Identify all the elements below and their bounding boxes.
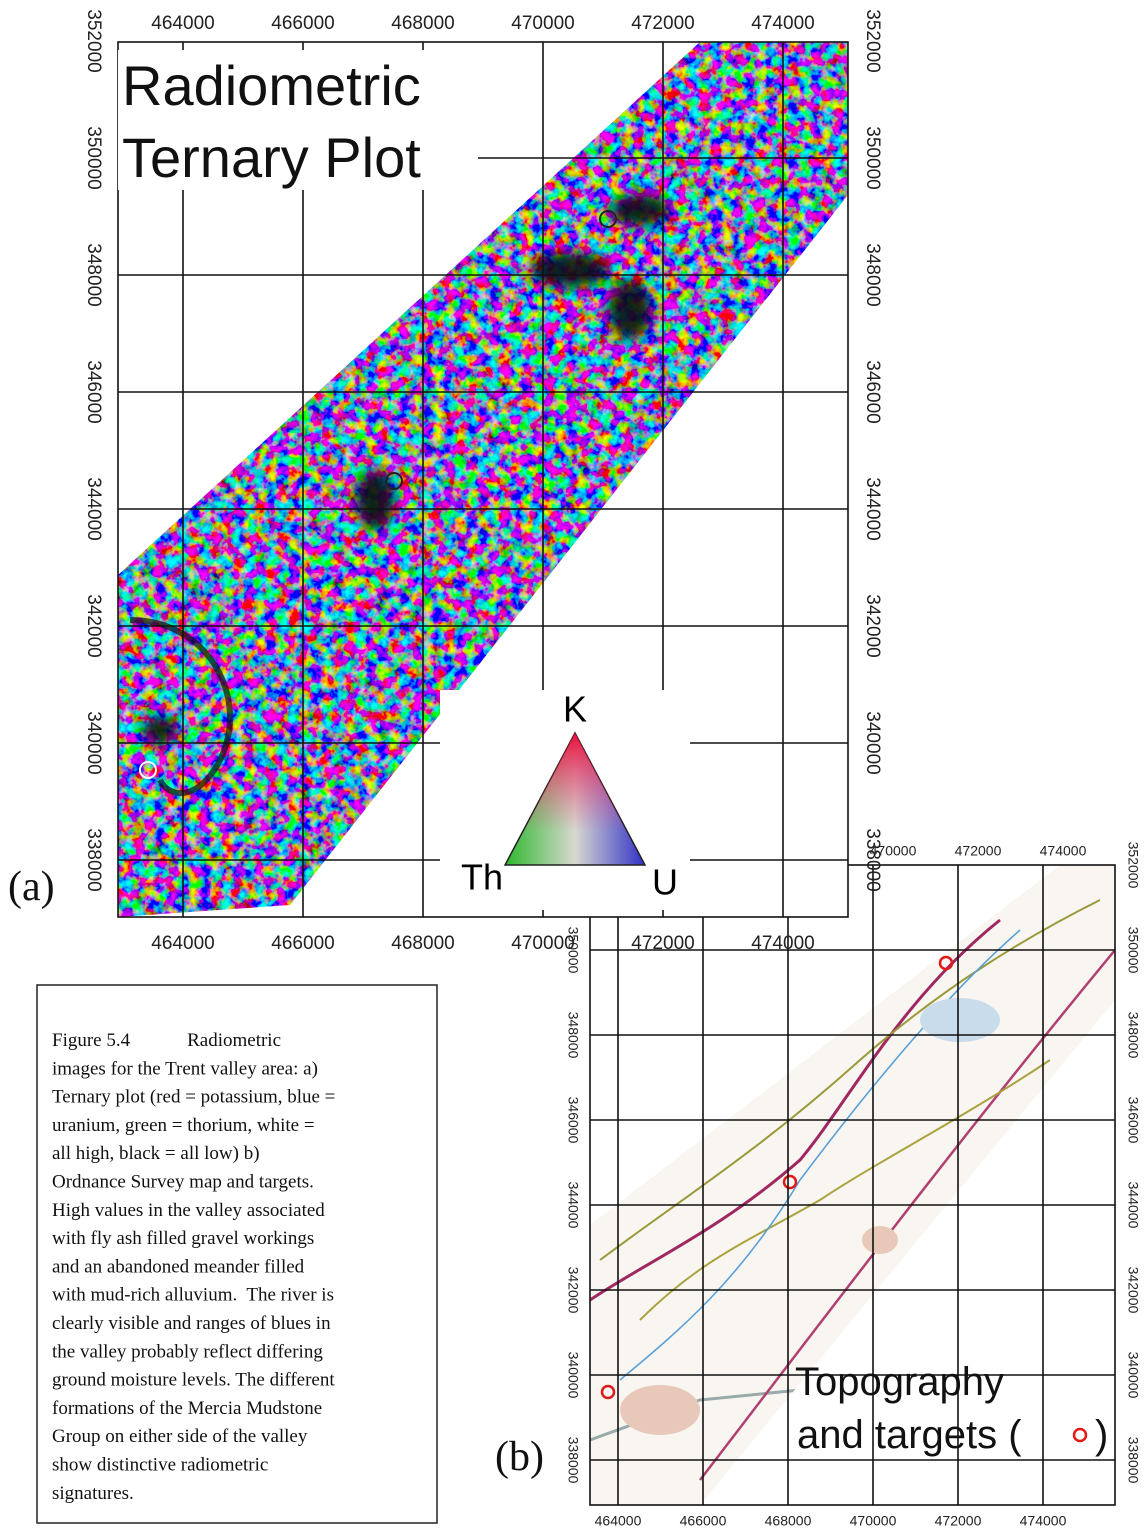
caption-line: uranium, green = thorium, white = (52, 1115, 315, 1136)
panel-label: (a) (8, 864, 55, 910)
x-tick-label: 474000 (1040, 843, 1087, 859)
y-tick-label: 342000 (862, 594, 883, 657)
x-tick-label: 466000 (271, 13, 334, 34)
caption-line: and an abandoned meander filled (52, 1256, 305, 1277)
map-title: Radiometric (122, 54, 421, 117)
x-tick-label: 470000 (511, 933, 574, 954)
x-tick-label: 466000 (271, 933, 334, 954)
y-tick-label: 338000 (862, 828, 883, 891)
y-tick-label: 340000 (1125, 1352, 1141, 1399)
y-tick-label: 348000 (565, 1012, 581, 1059)
x-tick-label: 466000 (680, 1513, 727, 1529)
map-title: and targets ( (797, 1413, 1022, 1457)
y-tick-label: 344000 (1125, 1182, 1141, 1229)
y-tick-label: 338000 (83, 828, 104, 891)
caption-line: Ordnance Survey map and targets. (52, 1172, 314, 1193)
caption-line: ground moisture levels. The different (52, 1370, 335, 1391)
x-tick-label: 470000 (511, 13, 574, 34)
y-tick-label: 344000 (862, 477, 883, 540)
caption-line: formations of the Mercia Mudstone (52, 1398, 322, 1419)
x-tick-label: 474000 (751, 13, 814, 34)
y-tick-label: 342000 (83, 594, 104, 657)
y-tick-label: 352000 (83, 9, 104, 72)
y-tick-label: 338000 (1125, 1437, 1141, 1484)
caption-line: the valley probably reflect differing (52, 1341, 323, 1362)
caption-line: signatures. (52, 1483, 134, 1504)
page: (b) 464000 466000 468000 470000 472000 474000… (0, 0, 1145, 1533)
map-title: Ternary Plot (122, 126, 421, 189)
y-tick-label: 346000 (1125, 1097, 1141, 1144)
caption-line: show distinctive radiometric (52, 1455, 268, 1476)
x-tick-label: 472000 (631, 13, 694, 34)
panel-label: (b) (495, 1434, 544, 1480)
y-tick-label: 342000 (1125, 1267, 1141, 1314)
x-tick-label: 468000 (765, 1513, 812, 1529)
y-tick-label: 350000 (83, 126, 104, 189)
x-tick-label: 470000 (850, 1513, 897, 1529)
panel-a: (a) 464000 464000 466000 466000 468000 468000… (8, 9, 883, 954)
caption-line: all high, black = all low) b) (52, 1143, 260, 1164)
y-tick-label: 348000 (83, 243, 104, 306)
caption-line: High values in the valley associated (52, 1200, 325, 1221)
legend-label: Th (461, 857, 503, 898)
legend-label: U (652, 862, 678, 903)
ternary-legend: K Th U (440, 689, 690, 910)
topo-map (590, 865, 1115, 1505)
panel-b: (b) 464000 466000 468000 470000 472000 474000… (495, 842, 1141, 1529)
caption-line: with fly ash filled gravel workings (52, 1228, 314, 1249)
caption-line: with mud-rich alluvium. The river is (52, 1285, 334, 1306)
y-tick-label: 340000 (83, 711, 104, 774)
caption-line: images for the Trent valley area: a) (52, 1058, 318, 1079)
y-tick-label: 340000 (565, 1352, 581, 1399)
caption-line: clearly visible and ranges of blues in (52, 1313, 331, 1334)
caption-line: Group on either side of the valley (52, 1426, 308, 1447)
y-tick-label: 352000 (862, 9, 883, 72)
y-tick-label: 348000 (1125, 1012, 1141, 1059)
caption: Figure 5.4 Radiometric images for the Tre… (37, 985, 437, 1523)
y-tick-label: 338000 (565, 1437, 581, 1484)
x-tick-label: 464000 (151, 933, 214, 954)
y-tick-label: 350000 (862, 126, 883, 189)
y-tick-label: 352000 (1125, 842, 1141, 889)
x-tick-label: 472000 (935, 1513, 982, 1529)
map-title: Topography (795, 1360, 1004, 1404)
x-tick-label: 464000 (151, 13, 214, 34)
x-tick-label: 468000 (391, 933, 454, 954)
figure: (b) 464000 466000 468000 470000 472000 474000… (0, 0, 1145, 1533)
legend-label: K (563, 689, 587, 730)
y-tick-label: 344000 (83, 477, 104, 540)
x-tick-label: 472000 (955, 843, 1002, 859)
y-tick-label: 348000 (862, 243, 883, 306)
caption-line: Ternary plot (red = potassium, blue = (52, 1087, 335, 1108)
y-tick-label: 344000 (565, 1182, 581, 1229)
y-tick-label: 346000 (565, 1097, 581, 1144)
y-tick-label: 346000 (83, 360, 104, 423)
map-title: ) (1095, 1413, 1108, 1457)
x-tick-label: 468000 (391, 13, 454, 34)
y-tick-label: 346000 (862, 360, 883, 423)
x-tick-label: 474000 (751, 933, 814, 954)
x-tick-label: 474000 (1020, 1513, 1067, 1529)
y-tick-label: 340000 (862, 711, 883, 774)
caption-line: Figure 5.4 Radiometric (52, 1030, 281, 1051)
x-tick-label: 464000 (595, 1513, 642, 1529)
y-tick-label: 342000 (565, 1267, 581, 1314)
y-tick-label: 350000 (1125, 927, 1141, 974)
x-tick-label: 472000 (631, 933, 694, 954)
